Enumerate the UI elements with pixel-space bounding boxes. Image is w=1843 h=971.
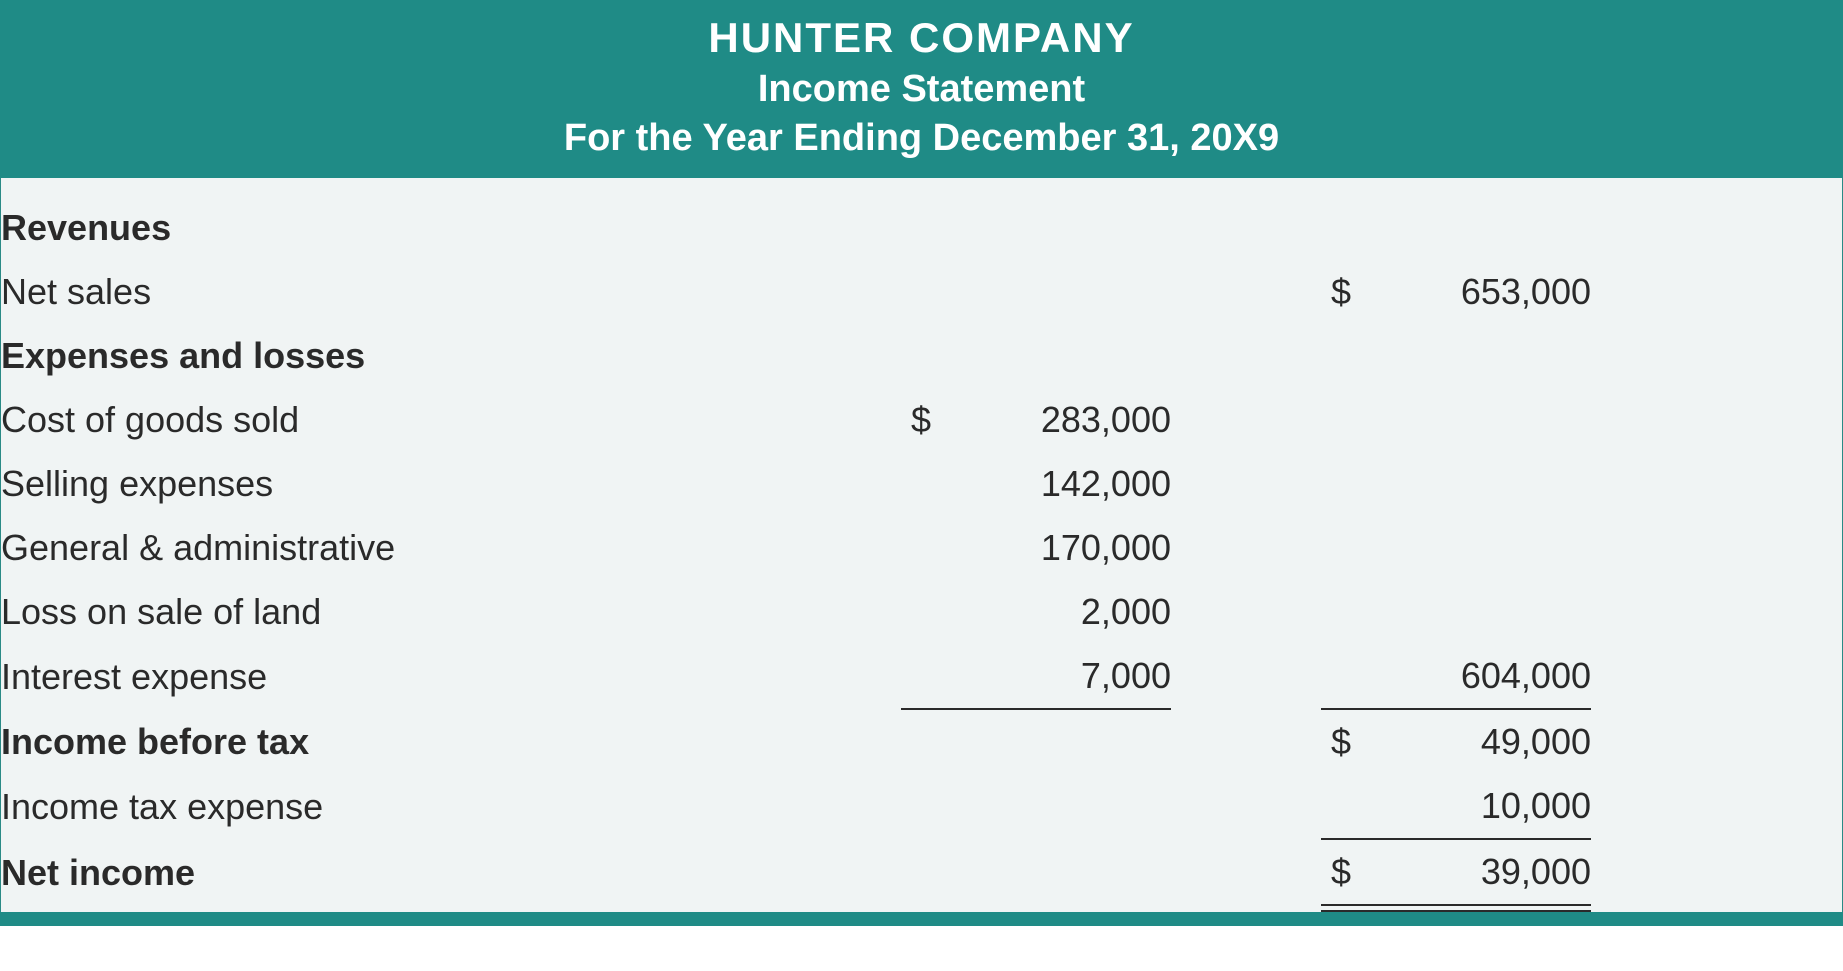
col1-amount: 2,000: [931, 580, 1171, 644]
row-label: Cost of goods sold: [1, 388, 901, 452]
col2-amount: [1351, 324, 1591, 388]
col1-currency: $: [901, 388, 931, 452]
col1-amount: [931, 260, 1171, 324]
col2-currency: [1321, 452, 1351, 516]
table-row: Loss on sale of land 2,000: [1, 580, 1842, 644]
col1-amount: 142,000: [931, 452, 1171, 516]
col1-amount: 7,000: [931, 644, 1171, 709]
col2-currency: [1321, 644, 1351, 709]
col2-amount: 49,000: [1351, 710, 1591, 774]
col1-amount: 170,000: [931, 516, 1171, 580]
table-row: Expenses and losses: [1, 324, 1842, 388]
col2-amount: 653,000: [1351, 260, 1591, 324]
col2-currency: $: [1321, 260, 1351, 324]
col2-currency: $: [1321, 710, 1351, 774]
statement-body: RevenuesNet sales$653,000Expenses and lo…: [0, 178, 1843, 912]
col2-amount: [1351, 452, 1591, 516]
statement-period: For the Year Ending December 31, 20X9: [0, 117, 1843, 160]
statement-title: Income Statement: [0, 68, 1843, 111]
row-label: Expenses and losses: [1, 324, 901, 388]
col2-currency: [1321, 196, 1351, 260]
col1-currency: [901, 580, 931, 644]
col1-currency: [901, 452, 931, 516]
statement-header: HUNTER COMPANY Income Statement For the …: [0, 0, 1843, 178]
table-row: Interest expense 7,000 604,000: [1, 644, 1842, 709]
table-row: Net income $39,000: [1, 840, 1842, 905]
row-label: Interest expense: [1, 644, 901, 709]
col1-amount: [931, 774, 1171, 839]
col1-currency: [901, 840, 931, 905]
col2-amount: 39,000: [1351, 840, 1591, 905]
income-statement-table: RevenuesNet sales$653,000Expenses and lo…: [1, 196, 1842, 912]
col1-currency: [901, 644, 931, 709]
col1-amount: [931, 710, 1171, 774]
col2-amount: [1351, 388, 1591, 452]
col1-currency: [901, 516, 931, 580]
table-row: Selling expenses 142,000: [1, 452, 1842, 516]
col1-amount: [931, 324, 1171, 388]
statement-footer-bar: [0, 912, 1843, 926]
table-row: Cost of goods sold$283,000: [1, 388, 1842, 452]
col2-amount: 604,000: [1351, 644, 1591, 709]
col1-currency: [901, 774, 931, 839]
col1-currency: [901, 196, 931, 260]
row-label: Net sales: [1, 260, 901, 324]
row-label: Loss on sale of land: [1, 580, 901, 644]
col1-amount: 283,000: [931, 388, 1171, 452]
row-label: Income tax expense: [1, 774, 901, 839]
col1-currency: [901, 710, 931, 774]
col1-currency: [901, 260, 931, 324]
col2-currency: $: [1321, 840, 1351, 905]
col2-currency: [1321, 388, 1351, 452]
table-row: Revenues: [1, 196, 1842, 260]
row-label: Revenues: [1, 196, 901, 260]
col2-currency: [1321, 516, 1351, 580]
row-label: Income before tax: [1, 710, 901, 774]
col2-amount: [1351, 516, 1591, 580]
col2-currency: [1321, 324, 1351, 388]
table-row: Income before tax $49,000: [1, 710, 1842, 774]
row-label: Net income: [1, 840, 901, 905]
income-statement: HUNTER COMPANY Income Statement For the …: [0, 0, 1843, 926]
table-row: Income tax expense 10,000: [1, 774, 1842, 839]
col2-currency: [1321, 774, 1351, 839]
col2-amount: 10,000: [1351, 774, 1591, 839]
company-name: HUNTER COMPANY: [0, 14, 1843, 62]
rule-row: [1, 905, 1842, 911]
col2-amount: [1351, 580, 1591, 644]
row-label: Selling expenses: [1, 452, 901, 516]
col2-amount: [1351, 196, 1591, 260]
col1-amount: [931, 840, 1171, 905]
col1-amount: [931, 196, 1171, 260]
col2-currency: [1321, 580, 1351, 644]
row-label: General & administrative: [1, 516, 901, 580]
col1-currency: [901, 324, 931, 388]
table-row: Net sales $653,000: [1, 260, 1842, 324]
table-row: General & administrative 170,000: [1, 516, 1842, 580]
